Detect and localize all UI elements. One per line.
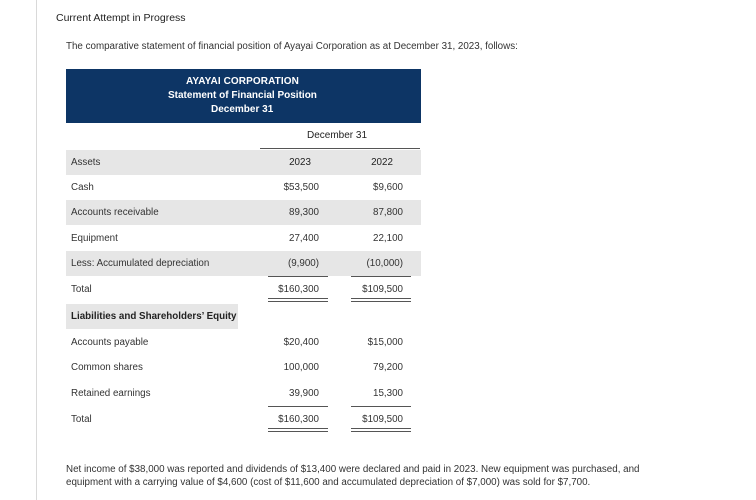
value-2023: 100,000 [283, 362, 319, 373]
subtotal-rule [268, 406, 328, 407]
statement-name: Statement of Financial Position [168, 90, 317, 101]
liabilities-label: Liabilities and Shareholders’ Equity [71, 311, 237, 322]
problem-note: Net income of $38,000 was reported and d… [66, 464, 640, 488]
value-2022: 87,800 [373, 207, 403, 218]
value-2022: $15,000 [367, 337, 403, 348]
value-2022: $109,500 [362, 284, 403, 295]
total-double-rule [268, 428, 328, 432]
value-2022: 15,300 [373, 388, 403, 399]
assets-total-row: Total $160,300 $109,500 [66, 277, 421, 302]
table-row: Equipment 27,400 22,100 [66, 226, 421, 251]
subtotal-rule [351, 406, 411, 407]
col-2023-header: 2023 [289, 157, 311, 168]
table-row: Cash $53,500 $9,600 [66, 175, 421, 200]
row-label: Accounts receivable [71, 207, 159, 218]
column-group-header: December 31 [260, 124, 420, 149]
row-label: Retained earnings [71, 388, 151, 399]
statement-banner: AYAYAI CORPORATION Statement of Financia… [66, 69, 421, 123]
value-2022: 79,200 [373, 362, 403, 373]
total-double-rule [351, 298, 411, 302]
subtotal-rule [268, 276, 328, 277]
value-2023: 89,300 [289, 207, 319, 218]
subtotal-rule [351, 276, 411, 277]
row-label: Equipment [71, 233, 118, 244]
company-name: AYAYAI CORPORATION [186, 76, 299, 87]
value-2022: $9,600 [373, 182, 403, 193]
row-label: Less: Accumulated depreciation [71, 258, 210, 269]
problem-intro: The comparative statement of financial p… [66, 41, 518, 52]
col-2022-header: 2022 [371, 157, 393, 168]
value-2023: (9,900) [287, 258, 319, 269]
table-row: Retained earnings 39,900 15,300 [66, 381, 421, 406]
total-double-rule [268, 298, 328, 302]
table-row: Accounts receivable 89,300 87,800 [66, 200, 421, 225]
assets-label: Assets [71, 157, 101, 168]
value-2023: $53,500 [283, 182, 319, 193]
assets-header-row: Assets 2023 2022 [66, 150, 421, 175]
liabilities-total-row: Total $160,300 $109,500 [66, 407, 421, 432]
row-label: Total [71, 414, 92, 425]
row-label: Accounts payable [71, 337, 149, 348]
column-group-label: December 31 [307, 130, 368, 141]
attempt-status: Current Attempt in Progress [56, 12, 186, 24]
value-2023: $160,300 [278, 414, 319, 425]
liabilities-header-row: Liabilities and Shareholders’ Equity [66, 304, 238, 329]
value-2023: $20,400 [283, 337, 319, 348]
statement-date: December 31 [211, 104, 274, 115]
value-2022: (10,000) [366, 258, 404, 269]
value-2023: $160,300 [278, 284, 319, 295]
table-row: Common shares 100,000 79,200 [66, 355, 421, 380]
value-2023: 27,400 [289, 233, 319, 244]
total-double-rule [351, 428, 411, 432]
row-label: Cash [71, 182, 94, 193]
row-label: Common shares [71, 362, 143, 373]
table-row: Accounts payable $20,400 $15,000 [66, 330, 421, 355]
value-2022: $109,500 [362, 414, 403, 425]
value-2023: 39,900 [289, 388, 319, 399]
row-label: Total [71, 284, 92, 295]
table-row: Less: Accumulated depreciation (9,900) (… [66, 251, 421, 276]
value-2022: 22,100 [373, 233, 403, 244]
